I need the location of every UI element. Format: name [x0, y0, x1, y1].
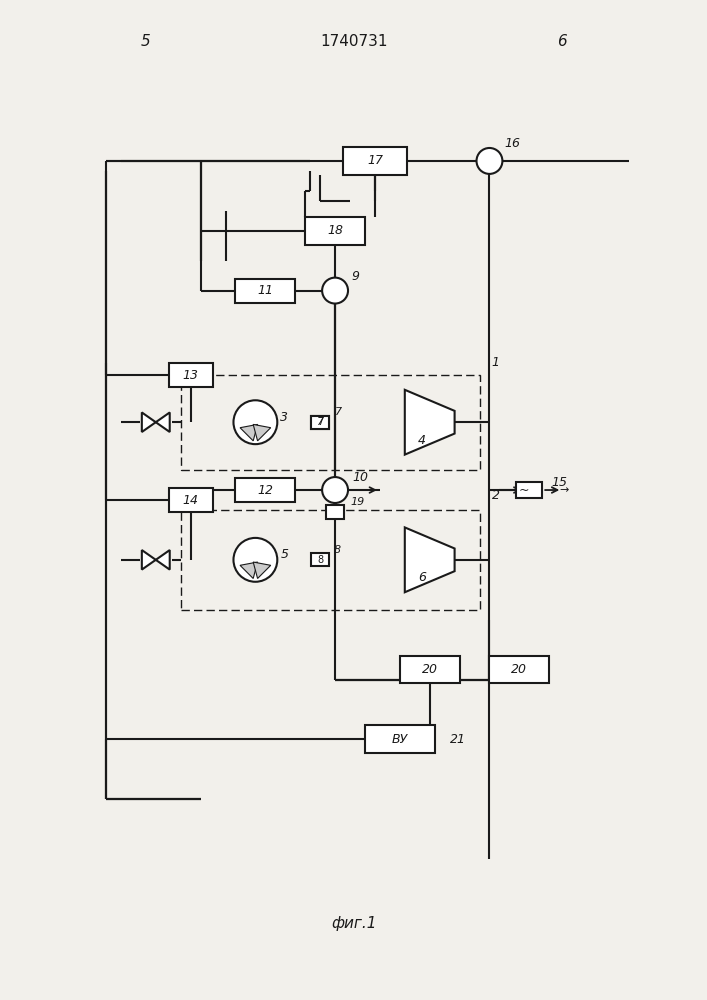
Text: 15: 15	[551, 476, 567, 489]
Polygon shape	[253, 424, 271, 441]
Bar	[235, 279, 296, 303]
Polygon shape	[240, 562, 257, 578]
Text: 21: 21	[450, 733, 466, 746]
Text: 20: 20	[421, 663, 438, 676]
Text: 20: 20	[511, 663, 527, 676]
Text: 1: 1	[491, 356, 499, 369]
Bar	[343, 147, 407, 175]
Text: 7: 7	[317, 417, 323, 427]
Text: 9: 9	[351, 270, 359, 283]
Text: 13: 13	[182, 369, 199, 382]
Text: 2: 2	[491, 489, 499, 502]
Text: 12: 12	[257, 484, 274, 497]
Bar	[305, 217, 365, 245]
Text: 5: 5	[141, 34, 151, 49]
Text: 5: 5	[280, 548, 288, 561]
Text: 14: 14	[182, 493, 199, 506]
Text: 11: 11	[257, 284, 274, 297]
Bar	[181, 375, 479, 470]
Text: 8: 8	[334, 545, 341, 555]
Circle shape	[322, 477, 348, 503]
Bar	[365, 725, 435, 753]
Bar	[235, 478, 296, 502]
Bar	[326, 505, 344, 519]
Text: 18: 18	[327, 224, 343, 237]
Text: ВУ: ВУ	[392, 733, 408, 746]
Polygon shape	[156, 550, 170, 570]
Text: 6: 6	[557, 34, 567, 49]
Text: 8: 8	[317, 555, 323, 565]
Text: →: →	[559, 485, 569, 495]
Polygon shape	[405, 390, 455, 455]
Text: 16: 16	[504, 137, 520, 150]
Text: 19: 19	[350, 497, 364, 507]
Polygon shape	[142, 550, 156, 570]
Bar	[400, 656, 460, 683]
Polygon shape	[253, 562, 271, 578]
Circle shape	[233, 400, 277, 444]
Text: фиг.1: фиг.1	[332, 916, 377, 931]
Text: 7: 7	[335, 407, 342, 417]
Circle shape	[233, 538, 277, 582]
Text: 6: 6	[418, 571, 426, 584]
Text: 17: 17	[367, 154, 383, 167]
Text: 10: 10	[352, 471, 368, 484]
Bar	[169, 488, 213, 512]
Text: ~: ~	[519, 484, 530, 497]
Text: 1740731: 1740731	[320, 34, 387, 49]
Bar	[516, 482, 542, 498]
Circle shape	[322, 278, 348, 304]
Polygon shape	[142, 412, 156, 432]
Bar	[311, 553, 329, 566]
Bar	[489, 656, 549, 683]
Polygon shape	[156, 412, 170, 432]
Bar	[169, 363, 213, 387]
Circle shape	[477, 148, 503, 174]
Bar	[311, 416, 329, 429]
Bar	[311, 416, 329, 429]
Bar	[181, 510, 479, 610]
Text: 3: 3	[280, 411, 288, 424]
Text: 4: 4	[418, 434, 426, 447]
Polygon shape	[240, 424, 257, 441]
Text: 7: 7	[317, 417, 324, 427]
Polygon shape	[405, 527, 455, 592]
